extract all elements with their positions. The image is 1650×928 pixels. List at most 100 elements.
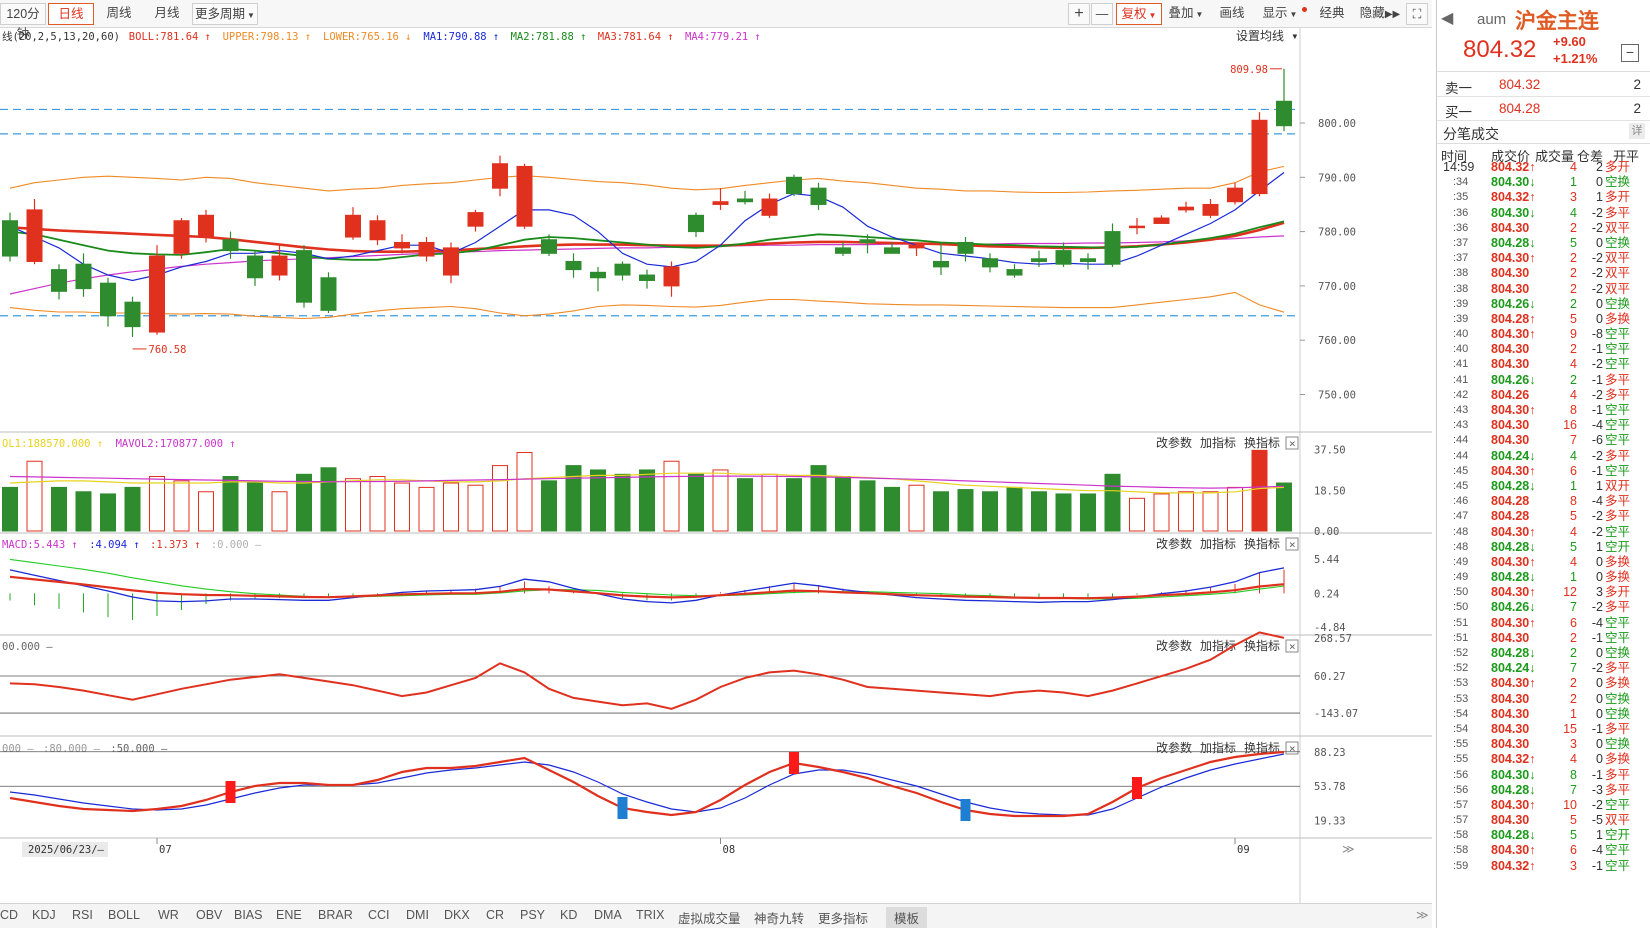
tick-row: :55 804.32↑ 4 0 多换 <box>1437 752 1650 767</box>
period-daily-tab[interactable]: 日线 <box>48 3 94 25</box>
tick-volume: 7 <box>1570 600 1577 615</box>
volume-bar-21 <box>516 452 533 532</box>
indicator-tab-9[interactable]: CCI <box>368 908 390 922</box>
indicator-tab-4[interactable]: WR <box>158 908 179 922</box>
candle-body-39 <box>957 241 974 254</box>
ticks-detail-button[interactable]: 详 <box>1629 123 1645 139</box>
indicator-tab-14[interactable]: KD <box>560 908 578 922</box>
volume-bar-38 <box>933 491 949 532</box>
main-legend-3: LOWER:765.16 ↓ <box>323 31 412 43</box>
zoom-in-button[interactable]: + <box>1068 3 1090 25</box>
tick-oi-change: -2 <box>1591 266 1603 281</box>
indicator-tab-7[interactable]: ENE <box>276 908 302 922</box>
tick-oi-change: 0 <box>1596 737 1603 752</box>
ticks-list[interactable]: 14:59 804.32↑ 4 2 多开:34 804.30↓ 1 0 空换:35 804.32↑… <box>1437 160 1650 874</box>
indicator-tab-8[interactable]: BRAR <box>318 908 353 922</box>
classic-button[interactable]: 经典 <box>1319 6 1345 20</box>
macd-signal-line <box>9 575 1285 600</box>
macd-panel-op-2[interactable]: 换指标 <box>1244 536 1280 551</box>
macd-panel-op-0[interactable]: 改参数 <box>1156 536 1192 551</box>
vol-panel-op-2[interactable]: 换指标 <box>1244 435 1280 450</box>
tick-row: :58 804.30↑ 6 -4 空平 <box>1437 843 1650 858</box>
indicator-tab-15[interactable]: DMA <box>594 908 622 922</box>
p5-panel-op-2[interactable]: 换指标 <box>1244 740 1280 755</box>
zoom-out-button[interactable]: — <box>1091 3 1113 25</box>
tick-type: 多开 <box>1605 160 1631 174</box>
p4-panel-op-0[interactable]: 改参数 <box>1156 638 1192 653</box>
indicator-tab-18[interactable]: 神奇九转 <box>754 912 805 926</box>
date-axis-scroll-icon[interactable]: ≫ <box>1342 842 1355 856</box>
overlay-dropdown[interactable]: 叠加 ▼ <box>1164 3 1208 25</box>
indicator-tab-19[interactable]: 更多指标 <box>818 912 869 926</box>
tick-type: 双平 <box>1605 220 1631 235</box>
tick-time: :46 <box>1453 495 1469 508</box>
tick-oi-change: -2 <box>1591 509 1603 524</box>
tick-type: 空平 <box>1605 357 1631 372</box>
candle-body-45 <box>1104 231 1121 265</box>
tick-row: :44 804.30 7 -6 空平 <box>1437 433 1650 448</box>
macd-legend-2: :1.373 ↑ <box>150 539 201 551</box>
tick-volume: 3 <box>1570 737 1577 752</box>
period-weekly-tab[interactable]: 周线 <box>106 6 132 20</box>
fullscreen-icon[interactable]: ⛶ <box>1406 3 1428 25</box>
candle-body-10 <box>247 255 263 279</box>
tick-type: 空平 <box>1605 524 1631 539</box>
candle-body-30 <box>737 198 753 203</box>
indicator-tab-0[interactable]: CD <box>0 908 19 922</box>
indicator-tab-13[interactable]: PSY <box>520 908 546 922</box>
tick-type: 空开 <box>1605 539 1631 554</box>
tick-row: 14:59 804.32↑ 4 2 多开 <box>1437 160 1650 175</box>
indicator-tab-16[interactable]: TRIX <box>636 908 665 922</box>
p4-panel-op-2[interactable]: 换指标 <box>1244 638 1280 653</box>
quote-header: ◀ aum 沪金主连 804.32 +9.60 +1.21% − <box>1437 0 1650 72</box>
p4-axis-label-0: 268.57 <box>1314 633 1352 645</box>
vol-panel-op-0[interactable]: 改参数 <box>1156 435 1192 450</box>
macd-dif-line <box>9 567 1285 604</box>
adjust-rights-dropdown[interactable]: 复权 ▼ <box>1116 3 1162 25</box>
vol-panel-op-1[interactable]: 加指标 <box>1200 435 1236 450</box>
p5-panel-close-icon[interactable] <box>1285 741 1299 755</box>
chart-canvas[interactable]: 800.00 790.00 780.00 770.00 760.00 750.00 809.… <box>0 28 1432 903</box>
candle-body-23 <box>565 260 582 271</box>
tabs-scroll-right-icon[interactable]: ≫ <box>1416 908 1429 922</box>
tick-row: :52 804.28↓ 2 0 空换 <box>1437 646 1650 661</box>
macd-panel-close-icon[interactable] <box>1285 537 1299 551</box>
tick-price: 804.32↑ <box>1491 160 1536 174</box>
period-120min-tab[interactable]: 120分钟 <box>0 3 46 41</box>
tick-time: :45 <box>1453 464 1469 477</box>
collapse-button[interactable]: − <box>1621 44 1639 62</box>
tick-price: 804.30↑ <box>1491 585 1536 600</box>
indicator-tab-20[interactable]: 模板 <box>886 907 928 928</box>
indicator-tab-2[interactable]: RSI <box>72 908 93 922</box>
period-monthly-tab[interactable]: 月线 <box>154 6 180 20</box>
display-dropdown[interactable]: 显示 ▼ <box>1258 3 1302 25</box>
indicator-tab-11[interactable]: DKX <box>444 908 470 922</box>
hide-button[interactable]: 隐藏▶▶ <box>1358 3 1402 25</box>
indicator-tab-10[interactable]: DMI <box>406 908 429 922</box>
volume-bar-6 <box>149 476 165 532</box>
back-arrow-icon[interactable]: ◀ <box>1441 10 1454 27</box>
indicator-tab-17[interactable]: 虚拟成交量 <box>678 912 741 926</box>
draw-line-button[interactable]: 画线 <box>1219 6 1245 20</box>
tick-volume: 2 <box>1570 646 1577 660</box>
p5-panel-op-0[interactable]: 改参数 <box>1156 740 1192 755</box>
tick-volume: 9 <box>1570 327 1577 342</box>
vol-ma2-line <box>9 475 1285 489</box>
tick-volume: 2 <box>1570 281 1577 296</box>
indicator-tab-3[interactable]: BOLL <box>108 908 140 922</box>
tick-oi-change: -4 <box>1591 494 1603 509</box>
p5-panel-op-1[interactable]: 加指标 <box>1200 740 1236 755</box>
macd-panel-op-1[interactable]: 加指标 <box>1200 536 1236 551</box>
indicator-tab-5[interactable]: OBV <box>196 908 223 922</box>
indicator-tab-6[interactable]: BIAS <box>234 908 263 922</box>
p4-panel-close-icon[interactable] <box>1285 639 1299 653</box>
indicator-tab-1[interactable]: KDJ <box>32 908 56 922</box>
vol-panel-close-icon[interactable] <box>1285 436 1299 450</box>
ma-setting-dropdown[interactable]: 设置均线 ▾ <box>1236 29 1298 43</box>
indicator-tab-12[interactable]: CR <box>486 908 505 922</box>
volume-bar-35 <box>859 480 876 532</box>
p4-panel-op-1[interactable]: 加指标 <box>1200 638 1236 653</box>
volume-bar-50 <box>1227 486 1243 532</box>
tick-oi-change: -6 <box>1591 433 1603 448</box>
more-periods-dropdown[interactable]: 更多周期 ▼ <box>192 3 258 25</box>
